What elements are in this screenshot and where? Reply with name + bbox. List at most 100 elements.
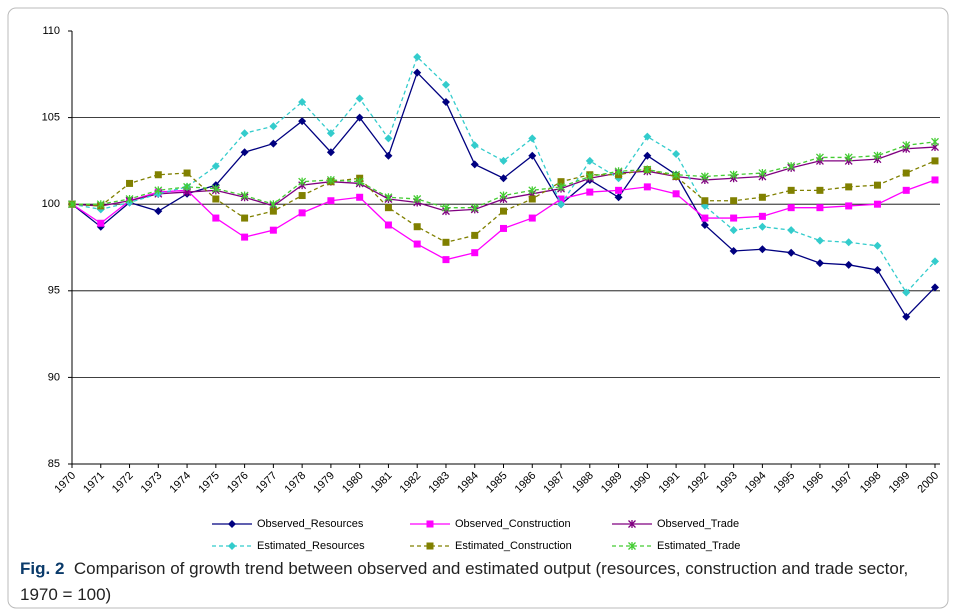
point — [557, 182, 565, 191]
point — [269, 207, 277, 215]
point — [729, 246, 738, 255]
frame — [7, 7, 949, 609]
x-tick-label: 1977 — [254, 470, 280, 496]
point — [844, 238, 853, 247]
point — [816, 204, 824, 212]
x-tick-label: 1987 — [541, 470, 567, 496]
point — [355, 113, 364, 122]
point — [471, 249, 479, 257]
point — [413, 240, 421, 248]
point — [902, 312, 911, 321]
legend-label: Estimated_Construction — [455, 540, 572, 552]
x-tick-label: 2000 — [915, 470, 941, 496]
point — [931, 157, 939, 165]
point — [298, 209, 306, 217]
point — [441, 80, 450, 89]
x-tick-label: 1990 — [628, 470, 654, 496]
point — [499, 174, 508, 183]
x-tick-label: 1991 — [656, 470, 682, 496]
point — [787, 248, 796, 257]
x-tick-label: 1998 — [858, 470, 884, 496]
point — [126, 179, 134, 187]
point — [585, 156, 594, 165]
point — [326, 148, 335, 157]
point — [327, 197, 335, 205]
point — [125, 195, 134, 204]
point — [154, 207, 163, 216]
point — [643, 183, 651, 191]
point — [355, 177, 364, 186]
point — [615, 186, 623, 194]
point — [672, 170, 681, 179]
point — [154, 171, 162, 179]
point — [701, 214, 709, 222]
point — [384, 193, 393, 202]
point — [902, 186, 910, 194]
point — [628, 520, 636, 528]
point — [845, 183, 853, 191]
point — [228, 542, 236, 550]
point — [426, 520, 434, 528]
x-tick-label: 1981 — [369, 470, 395, 496]
point — [499, 156, 508, 165]
point — [643, 132, 652, 141]
x-tick-label: 1973 — [139, 470, 165, 496]
point — [500, 224, 507, 232]
point — [471, 231, 479, 239]
point — [183, 182, 192, 191]
x-tick-label: 1979 — [311, 470, 337, 496]
x-tick-label: 1978 — [283, 470, 309, 496]
point — [614, 167, 623, 176]
point — [470, 141, 479, 150]
point — [528, 134, 537, 143]
point — [269, 226, 277, 234]
point — [384, 151, 393, 160]
point — [672, 149, 681, 158]
point — [902, 288, 911, 297]
point — [298, 177, 307, 186]
legend-label: Observed_Trade — [657, 518, 739, 530]
point — [68, 200, 76, 209]
x-tick-label: 1974 — [167, 470, 193, 496]
point — [815, 259, 824, 268]
point — [241, 233, 249, 241]
point — [96, 200, 105, 209]
point — [212, 195, 220, 203]
point — [758, 245, 767, 254]
point — [413, 223, 421, 231]
point — [240, 148, 249, 157]
point — [413, 195, 422, 204]
point — [356, 193, 364, 201]
y-tick-label: 90 — [48, 371, 60, 383]
caption: Fig. 2 Comparison of growth trend betwee… — [20, 556, 935, 608]
point — [902, 141, 911, 150]
x-tick-label: 1976 — [225, 470, 251, 496]
point — [211, 184, 220, 193]
point — [730, 214, 738, 222]
point — [873, 241, 882, 250]
point — [228, 520, 236, 528]
point — [442, 203, 450, 212]
point — [384, 134, 393, 143]
point — [528, 195, 536, 203]
x-tick-label: 1994 — [743, 470, 769, 496]
x-tick-label: 1999 — [887, 470, 913, 496]
point — [931, 137, 939, 146]
point — [183, 169, 191, 177]
x-tick-label: 1995 — [772, 470, 798, 496]
point — [269, 139, 278, 148]
x-tick-label: 1982 — [398, 470, 424, 496]
point — [384, 221, 392, 229]
x-tick-label: 1993 — [714, 470, 740, 496]
point — [844, 153, 853, 162]
point — [528, 214, 536, 222]
caption-text: Comparison of growth trend between obser… — [20, 559, 909, 604]
x-tick-label: 1986 — [513, 470, 539, 496]
point — [586, 188, 594, 196]
legend-label: Observed_Construction — [455, 518, 571, 530]
point — [211, 162, 220, 171]
point — [326, 129, 335, 138]
x-tick-label: 1970 — [52, 470, 78, 496]
